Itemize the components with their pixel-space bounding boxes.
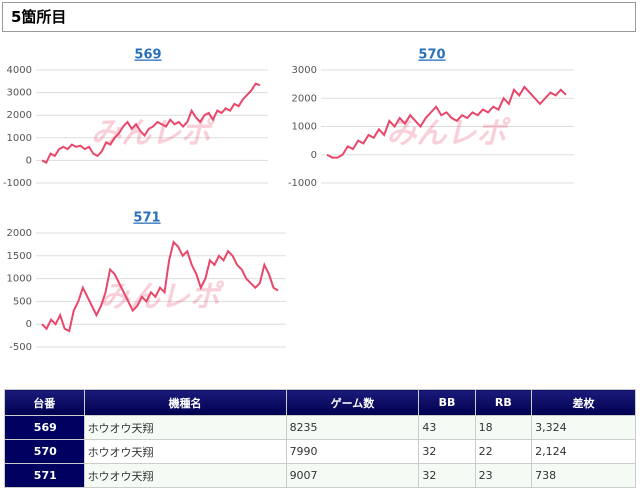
y-tick-label: 3000 xyxy=(292,65,317,76)
y-tick-label: 500 xyxy=(13,296,32,307)
cell: 9007 xyxy=(285,463,420,488)
y-tick-label: -500 xyxy=(9,342,32,353)
cell: 43 xyxy=(418,415,476,440)
y-tick-label: 2000 xyxy=(7,228,32,239)
cell: 22 xyxy=(474,439,533,464)
y-tick-label: -1000 xyxy=(3,178,32,189)
cell: 32 xyxy=(418,439,476,464)
cell: 738 xyxy=(531,463,636,488)
cell: ホウオウ天翔 xyxy=(83,415,287,440)
chart-title-link[interactable]: 569 xyxy=(134,48,161,63)
y-tick-label: 4000 xyxy=(7,65,32,76)
chart-title-link[interactable]: 570 xyxy=(418,48,445,63)
column-header: ゲーム数 xyxy=(285,389,420,416)
data-line xyxy=(41,82,261,165)
charts: 569 -1000 0 1000 2000 3000 4000 みんレポ 570 -1000 0 10… xyxy=(3,48,574,353)
cell: 32 xyxy=(418,463,476,488)
y-tick-label: 2000 xyxy=(292,93,317,104)
y-tick-label: 0 xyxy=(26,155,32,166)
watermark: みんレポ xyxy=(387,116,512,151)
cell: ホウオウ天翔 xyxy=(83,463,287,488)
section-title: 5箇所目 xyxy=(2,2,636,32)
cell: 8235 xyxy=(285,415,420,440)
column-header: 機種名 xyxy=(83,389,287,416)
y-tick-label: 2000 xyxy=(7,110,32,121)
table-row: 569 ホウオウ天翔 8235 43 18 3,324 xyxy=(4,415,636,440)
data-line xyxy=(326,85,567,159)
y-tick-label: 1000 xyxy=(292,122,317,133)
cell: 3,324 xyxy=(531,415,636,440)
cell: 18 xyxy=(474,415,533,440)
y-tick-label: 3000 xyxy=(7,88,32,99)
y-tick-label: 1000 xyxy=(7,274,32,285)
column-header: 台番 xyxy=(4,389,85,416)
machine-number: 571 xyxy=(4,463,85,488)
machine-number: 570 xyxy=(4,439,85,464)
y-tick-label: 0 xyxy=(26,319,32,330)
watermark: みんレポ xyxy=(100,280,225,315)
column-header: RB xyxy=(474,389,533,416)
data-line xyxy=(41,240,279,333)
machine-number: 569 xyxy=(4,415,85,440)
result-table: 台番 機種名 ゲーム数 BB RB 差枚 569 ホウオウ天翔 8235 43 18 3,324 570… xyxy=(4,389,636,488)
table-row: 571 ホウオウ天翔 9007 32 23 738 xyxy=(4,463,636,488)
cell: ホウオウ天翔 xyxy=(83,439,287,464)
column-header: BB xyxy=(418,389,476,416)
chart-title-link[interactable]: 571 xyxy=(133,211,160,226)
y-tick-label: 0 xyxy=(311,150,317,161)
cell: 2,124 xyxy=(531,439,636,464)
y-tick-label: 1000 xyxy=(7,133,32,144)
header-row: 台番 機種名 ゲーム数 BB RB 差枚 xyxy=(4,389,636,416)
y-tick-label: -1000 xyxy=(288,178,317,189)
watermark: みんレポ xyxy=(91,116,216,151)
cell: 7990 xyxy=(285,439,420,464)
column-header: 差枚 xyxy=(531,389,636,416)
table-row: 570 ホウオウ天翔 7990 32 22 2,124 xyxy=(4,439,636,464)
cell: 23 xyxy=(474,463,533,488)
y-tick-label: 1500 xyxy=(7,251,32,262)
